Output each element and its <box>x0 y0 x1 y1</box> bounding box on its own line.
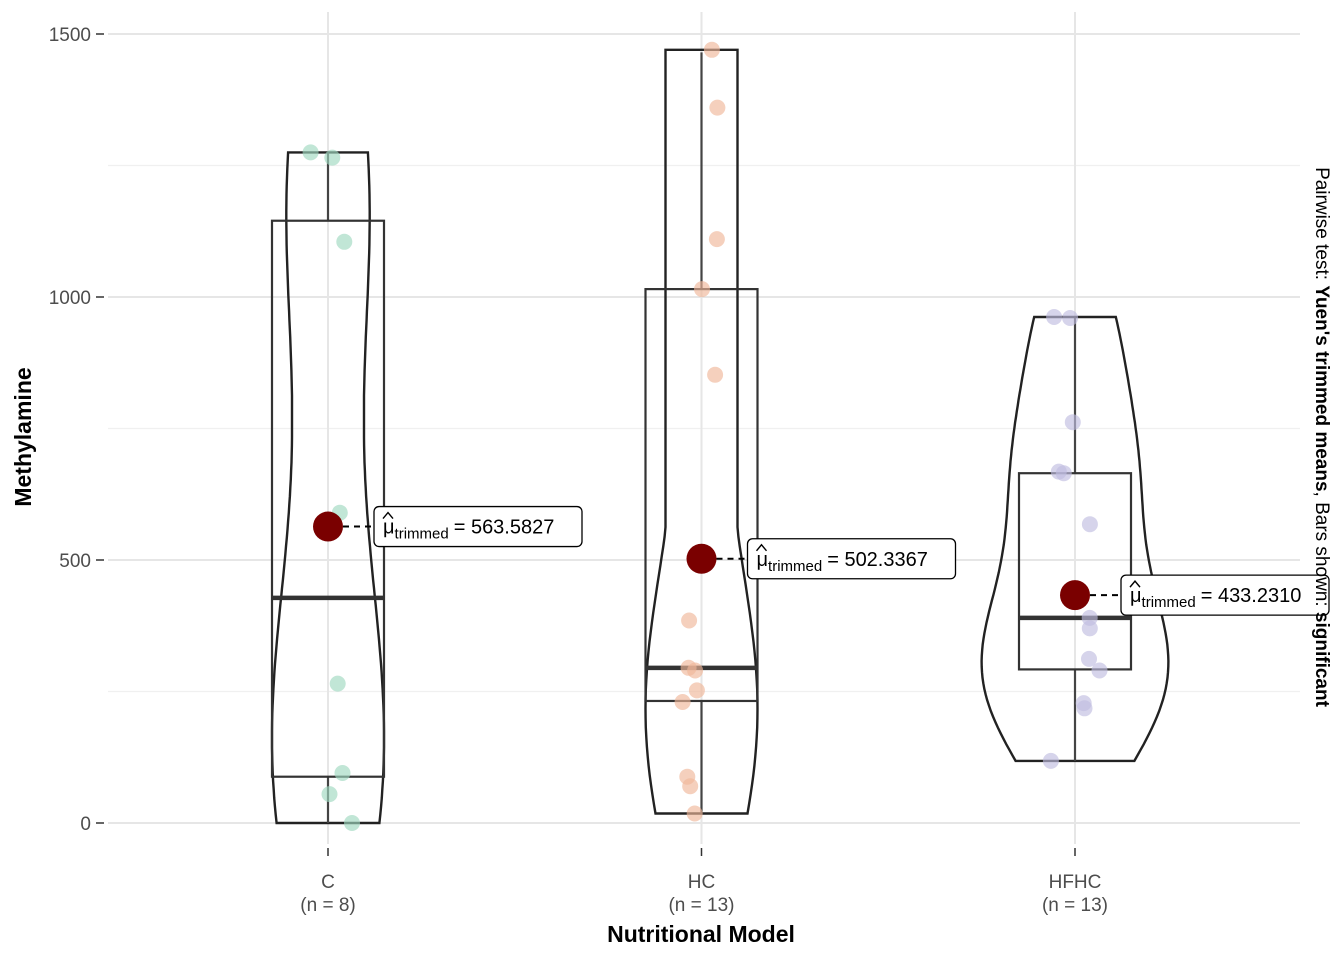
data-point <box>321 786 338 803</box>
data-point <box>1081 516 1098 533</box>
data-point <box>302 144 319 161</box>
mean-value: = 563.5827 <box>454 517 555 539</box>
y-axis-title: Methylamine <box>10 367 36 506</box>
x-tick-label: HFHC <box>1049 872 1102 893</box>
trimmed-mean-marker <box>686 543 717 574</box>
data-point <box>681 612 698 629</box>
side-subtitle-middle: , Bars shown: <box>1311 492 1332 612</box>
data-point <box>674 694 691 710</box>
data-point <box>1091 662 1108 679</box>
trimmed-mean-marker <box>313 511 343 542</box>
mean-subscript: trimmed <box>1142 594 1196 611</box>
data-point <box>334 765 351 781</box>
x-tick-label: HC <box>688 872 715 893</box>
data-point <box>708 231 725 248</box>
data-point <box>694 281 710 298</box>
mean-hat <box>1129 580 1141 588</box>
trimmed-mean-marker <box>1060 580 1090 611</box>
data-point <box>707 366 724 383</box>
mean-value: = 433.2310 <box>1201 585 1302 607</box>
side-subtitle: Pairwise test: Yuen's trimmed means, Bar… <box>1311 167 1332 708</box>
data-point <box>1064 414 1081 431</box>
mean-annotation-text: μtrimmed = 433.2310 <box>1130 585 1301 611</box>
mean-annotation-text: μtrimmed = 563.5827 <box>383 517 554 543</box>
mean-hat <box>755 543 768 552</box>
x-tick-n-label: (n = 13) <box>1042 895 1108 916</box>
mean-annotation-box <box>373 505 583 548</box>
mean-annotation-text: μtrimmed = 502.3367 <box>757 549 928 575</box>
data-point <box>1081 650 1097 667</box>
mean-symbol: μ <box>383 517 395 539</box>
data-point <box>1042 752 1059 769</box>
x-tick-label: C <box>321 872 335 893</box>
mean-symbol: μ <box>757 549 769 571</box>
box-C <box>270 219 386 778</box>
mean-annotation-C: μtrimmed = 563.5827 <box>373 505 583 548</box>
grid <box>108 12 1300 844</box>
mean-annotation-box <box>1120 574 1330 616</box>
data-point <box>1050 463 1067 480</box>
mean-symbol: μ <box>1130 585 1142 607</box>
mean-annotation-box <box>746 538 957 580</box>
x-tick-n-label: (n = 13) <box>668 895 734 916</box>
mean-annotation-HFHC: μtrimmed = 433.2310 <box>1120 574 1330 616</box>
violin-HC <box>644 48 759 815</box>
data-point <box>1081 609 1098 626</box>
data-point <box>709 99 726 116</box>
points <box>302 41 1108 831</box>
x-tick-n-label: (n = 8) <box>300 895 355 916</box>
data-point <box>344 815 360 831</box>
data-point <box>703 41 720 58</box>
side-subtitle-bars: significant <box>1311 612 1332 708</box>
mean-value: = 502.3367 <box>827 549 928 571</box>
y-tick-label: 0 <box>80 814 91 835</box>
data-point <box>1075 695 1092 712</box>
data-point <box>1046 309 1063 325</box>
y-tick-label: 500 <box>59 551 91 572</box>
mean-hat <box>382 511 394 520</box>
data-point <box>688 682 705 699</box>
x-axis-title: Nutritional Model <box>607 921 795 947</box>
data-point <box>1062 310 1079 326</box>
data-point <box>324 149 341 166</box>
mean-subscript: trimmed <box>395 526 449 543</box>
side-subtitle-prefix: Pairwise test: <box>1311 167 1332 285</box>
side-subtitle-test: Yuen's trimmed means <box>1311 285 1332 491</box>
y-tick-label: 1000 <box>49 288 91 309</box>
y-tick-label: 1500 <box>49 25 91 46</box>
data-point <box>679 768 696 785</box>
mean-annotation-HC: μtrimmed = 502.3367 <box>746 538 957 580</box>
data-point <box>336 233 353 250</box>
data-point <box>686 805 703 822</box>
box-HFHC <box>1017 472 1133 671</box>
data-point <box>680 659 697 676</box>
mean-subscript: trimmed <box>768 558 822 575</box>
data-point <box>329 675 346 692</box>
